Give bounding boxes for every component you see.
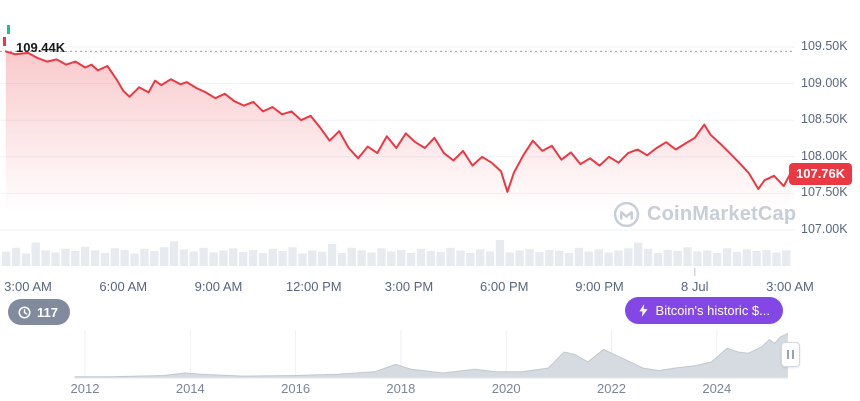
price-line — [4, 50, 791, 193]
history-count-value: 117 — [37, 304, 58, 320]
x-axis-label: 9:00 AM — [194, 279, 243, 294]
watermark-text: CoinMarketCap — [647, 203, 797, 225]
y-axis-label: 109.00K — [801, 75, 848, 90]
drag-handle-icon — [792, 350, 794, 359]
x-axis-label: 3:00 PM — [384, 279, 434, 294]
price-area-fill — [5, 51, 791, 267]
timeline-year-label: 2014 — [175, 381, 205, 396]
y-axis-label: 108.00K — [801, 148, 848, 163]
high-marker-tick-green — [7, 25, 10, 34]
price-chart[interactable] — [0, 0, 860, 280]
timeline-scrubber-handle[interactable] — [781, 342, 800, 367]
x-axis-label: 8 Jul — [681, 279, 709, 294]
lightning-bolt-icon — [638, 303, 649, 318]
timeline-year-label: 2018 — [386, 381, 416, 396]
high-price-label: 109.44K — [16, 40, 66, 55]
history-count-badge[interactable]: 117 — [8, 299, 70, 325]
news-pill[interactable]: Bitcoin's historic $... — [624, 297, 783, 324]
timeline-range-selector[interactable] — [0, 326, 860, 382]
x-axis-label: 6:00 AM — [99, 279, 148, 294]
drag-handle-icon — [787, 350, 789, 359]
timeline-year-label: 2020 — [491, 381, 521, 396]
current-price-badge: 107.76K — [789, 163, 853, 185]
y-axis-label: 108.50K — [801, 112, 848, 127]
timeline-area-fill — [74, 333, 788, 378]
coinmarketcap-logo-icon — [613, 201, 640, 228]
high-marker-tick-red — [3, 37, 6, 46]
y-axis-label: 107.50K — [801, 185, 848, 200]
x-axis-label: 3:00 AM — [766, 279, 814, 294]
x-axis-label: 9:00 PM — [575, 279, 624, 294]
timeline-year-label: 2022 — [597, 381, 626, 396]
news-pill-label: Bitcoin's historic $... — [655, 303, 770, 318]
y-axis-label: 109.50K — [801, 39, 848, 53]
timeline-year-label: 2016 — [281, 381, 311, 396]
coinmarketcap-watermark: CoinMarketCap — [613, 201, 796, 228]
timeline-year-label: 2012 — [70, 381, 100, 396]
timeline-outline — [74, 332, 789, 378]
timeline-year-label: 2024 — [702, 381, 732, 396]
y-axis-label: 107.00K — [801, 222, 848, 236]
x-axis-label: 3:00 AM — [4, 279, 52, 294]
history-clock-icon — [17, 305, 32, 320]
x-axis-label: 6:00 PM — [480, 279, 529, 294]
x-axis-label: 12:00 PM — [285, 279, 342, 294]
